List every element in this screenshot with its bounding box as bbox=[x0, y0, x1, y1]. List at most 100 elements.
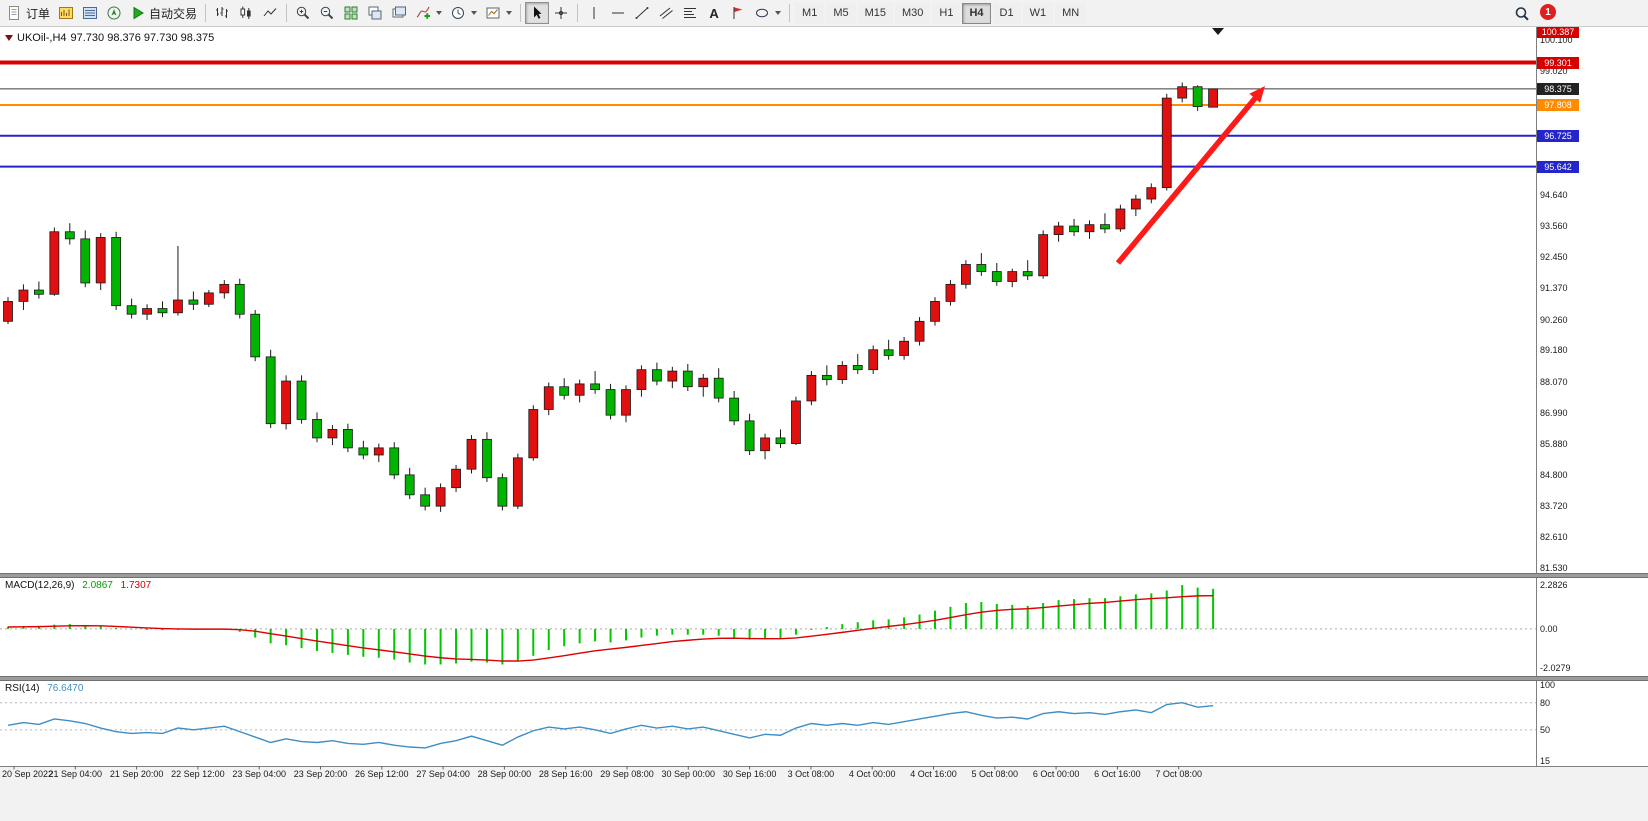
panel-splitter[interactable] bbox=[0, 573, 1648, 578]
timeframe-D1[interactable]: D1 bbox=[992, 2, 1021, 24]
top-marker-triangle-icon bbox=[1212, 28, 1224, 35]
macd-histogram bbox=[7, 585, 1215, 665]
time-label: 29 Sep 08:00 bbox=[600, 769, 654, 779]
toolbar-separator bbox=[205, 4, 207, 22]
price-badge-95.642: 95.642 bbox=[1537, 160, 1579, 173]
rsi-axis-tick: 15 bbox=[1540, 756, 1551, 767]
indicators-button[interactable] bbox=[411, 2, 446, 24]
macd-axis-tick: 0.00 bbox=[1540, 623, 1558, 634]
shapes-button[interactable] bbox=[750, 2, 785, 24]
timeframe-M1[interactable]: M1 bbox=[795, 2, 825, 24]
timeframe-H4[interactable]: H4 bbox=[962, 2, 991, 24]
chevron-down-icon bbox=[506, 11, 513, 15]
fibonacci-button[interactable] bbox=[678, 2, 702, 24]
new-order-label: 订单 bbox=[26, 6, 51, 21]
line-chart-icon bbox=[263, 8, 277, 17]
zoom-out-icon bbox=[320, 6, 334, 20]
arrange-windows-button[interactable] bbox=[363, 2, 387, 24]
rsi-panel bbox=[0, 681, 1648, 766]
templates-button[interactable] bbox=[481, 2, 516, 24]
symbol-title: UKOil-,H4 bbox=[17, 32, 67, 44]
bar-chart-button[interactable] bbox=[210, 2, 234, 24]
timeframe-H1[interactable]: H1 bbox=[932, 2, 961, 24]
channel-icon bbox=[659, 7, 673, 19]
data-window-button[interactable] bbox=[78, 2, 102, 24]
timeframe-W1[interactable]: W1 bbox=[1022, 2, 1054, 24]
macd-panel bbox=[0, 578, 1648, 676]
text-tool-button[interactable]: A bbox=[702, 2, 726, 24]
price-badge-96.725: 96.725 bbox=[1537, 129, 1579, 142]
trend-arrow[interactable] bbox=[1115, 94, 1260, 265]
timeframe-MN[interactable]: MN bbox=[1055, 2, 1087, 24]
time-label: 28 Sep 00:00 bbox=[477, 769, 532, 779]
panel-splitter[interactable] bbox=[0, 676, 1648, 681]
line-chart-button[interactable] bbox=[258, 2, 282, 24]
time-label: 7 Oct 08:00 bbox=[1155, 769, 1202, 779]
candlesticks bbox=[3, 82, 1218, 512]
symbol-ohlc: 97.730 98.376 97.730 98.375 bbox=[70, 32, 215, 44]
macd-indicator-label: MACD(12,26,9) 2.0867 1.7307 bbox=[5, 580, 151, 591]
symbol-info: UKOil-,H4 97.730 98.376 97.730 98.375 bbox=[5, 32, 214, 44]
tile-windows-button[interactable] bbox=[339, 2, 363, 24]
template-icon bbox=[486, 7, 500, 19]
time-axis-strip bbox=[0, 766, 1648, 821]
trend-arrow-head bbox=[1249, 86, 1265, 103]
time-label: 28 Sep 16:00 bbox=[538, 769, 593, 779]
timeframe-M30[interactable]: M30 bbox=[895, 2, 931, 24]
price-tick: 100.100 bbox=[1540, 34, 1573, 45]
vertical-line-icon bbox=[593, 7, 595, 19]
play-icon bbox=[133, 6, 144, 20]
chevron-down-icon bbox=[471, 11, 478, 15]
time-label: 6 Oct 16:00 bbox=[1094, 769, 1141, 779]
auto-trading-button[interactable]: 自动交易 bbox=[126, 2, 201, 24]
price-tick: 85.880 bbox=[1540, 439, 1568, 450]
cascade-windows-button[interactable] bbox=[387, 2, 411, 24]
timeframe-M5[interactable]: M5 bbox=[826, 2, 856, 24]
horizontal-line-button[interactable] bbox=[606, 2, 630, 24]
zoom-out-button[interactable] bbox=[315, 2, 339, 24]
price-tick: 86.990 bbox=[1540, 407, 1568, 418]
toolbar-separator bbox=[520, 4, 522, 22]
price-tick: 81.530 bbox=[1540, 562, 1568, 573]
add-indicator-icon bbox=[416, 6, 431, 19]
candlestick-chart-button[interactable] bbox=[234, 2, 258, 24]
arrow-label-button[interactable] bbox=[726, 2, 750, 24]
market-watch-button[interactable] bbox=[54, 2, 78, 24]
time-label: 4 Oct 00:00 bbox=[848, 769, 896, 779]
macd-axis-tick: -2.0279 bbox=[1540, 662, 1571, 673]
arrange-windows-icon bbox=[368, 6, 382, 20]
timeframe-M15[interactable]: M15 bbox=[857, 2, 893, 24]
periods-button[interactable] bbox=[446, 2, 481, 24]
toolbar-separator bbox=[577, 4, 579, 22]
rsi-name: RSI(14) bbox=[5, 683, 40, 694]
search-button[interactable] bbox=[1512, 4, 1532, 24]
horizontal-line-icon bbox=[612, 12, 625, 14]
price-tick: 88.070 bbox=[1540, 376, 1568, 387]
channel-button[interactable] bbox=[654, 2, 678, 24]
crosshair-button[interactable] bbox=[549, 2, 573, 24]
market-watch-icon bbox=[59, 7, 74, 19]
price-tick: 84.800 bbox=[1540, 469, 1568, 480]
trendline-button[interactable] bbox=[630, 2, 654, 24]
zoom-in-button[interactable] bbox=[291, 2, 315, 24]
time-label: 20 Sep 2022 bbox=[2, 769, 54, 779]
window-triangle-icon bbox=[5, 35, 13, 41]
vertical-line-button[interactable] bbox=[582, 2, 606, 24]
main-chart-panel bbox=[0, 27, 1648, 573]
new-order-button[interactable]: 订单 bbox=[3, 2, 54, 24]
cascade-windows-icon bbox=[392, 6, 407, 18]
rsi-indicator-label: RSI(14) 76.6470 bbox=[5, 683, 83, 694]
time-label: 6 Oct 00:00 bbox=[1032, 769, 1080, 779]
notification-badge[interactable]: 1 bbox=[1540, 4, 1556, 20]
rsi-axis-tick: 80 bbox=[1540, 697, 1551, 708]
zoom-in-icon bbox=[296, 6, 310, 20]
cursor-button[interactable] bbox=[525, 2, 550, 24]
chevron-down-icon bbox=[775, 11, 782, 15]
macd-signal-line bbox=[7, 594, 1214, 662]
cursor-icon bbox=[534, 6, 542, 19]
time-label: 4 Oct 16:00 bbox=[910, 769, 957, 779]
price-tick: 99.020 bbox=[1540, 65, 1568, 76]
navigator-button[interactable] bbox=[102, 2, 126, 24]
